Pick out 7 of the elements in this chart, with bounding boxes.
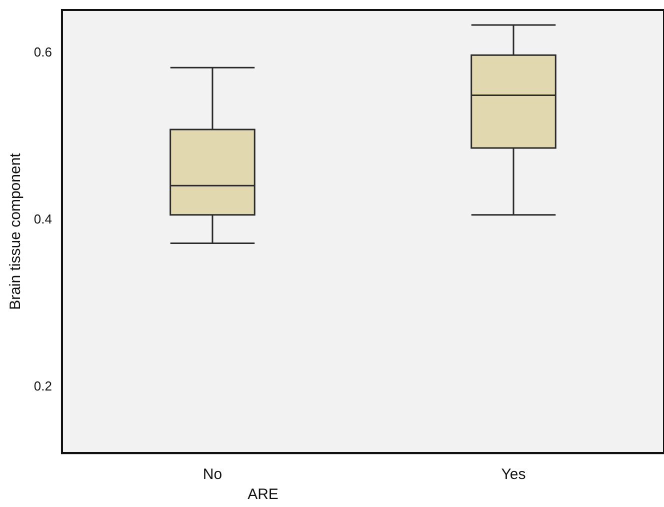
x-tick-label: No xyxy=(202,466,222,484)
y-tick-label: 0.2 xyxy=(34,378,52,394)
x-axis-title: ARE xyxy=(248,486,278,503)
y-axis-title: Brain tissue component xyxy=(7,152,24,310)
x-tick-label: Yes xyxy=(501,466,526,484)
y-tick-label: 0.6 xyxy=(34,44,52,60)
y-tick-label: 0.4 xyxy=(34,212,52,227)
